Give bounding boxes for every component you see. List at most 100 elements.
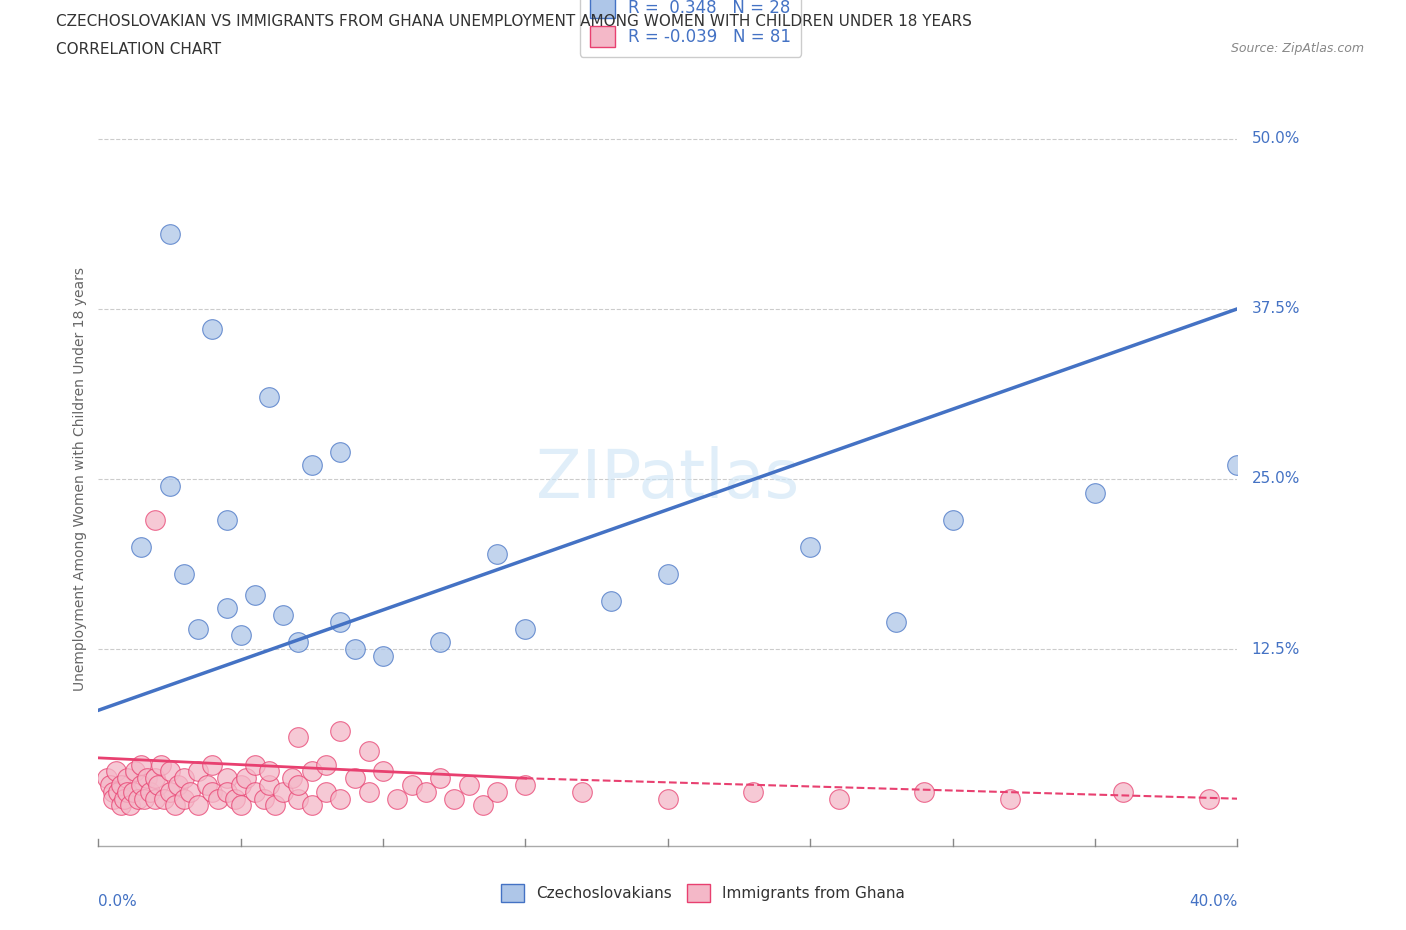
- Point: [101, 791, 124, 806]
- Point: [315, 784, 337, 799]
- Point: [132, 791, 155, 806]
- Point: [1084, 485, 1107, 500]
- Point: [129, 777, 152, 792]
- Point: [104, 764, 127, 779]
- Point: [329, 615, 352, 630]
- Point: [159, 784, 181, 799]
- Point: [201, 757, 224, 772]
- Point: [371, 648, 394, 663]
- Legend: Czechoslovakians, Immigrants from Ghana: Czechoslovakians, Immigrants from Ghana: [495, 878, 911, 909]
- Point: [145, 791, 167, 806]
- Point: [515, 621, 537, 636]
- Point: [110, 798, 132, 813]
- Point: [273, 784, 295, 799]
- Point: [224, 791, 246, 806]
- Point: [259, 390, 281, 405]
- Point: [150, 757, 173, 772]
- Point: [145, 771, 167, 786]
- Point: [343, 771, 366, 786]
- Point: [215, 601, 238, 616]
- Point: [121, 784, 143, 799]
- Point: [138, 784, 160, 799]
- Point: [229, 798, 252, 813]
- Point: [259, 777, 281, 792]
- Point: [415, 784, 437, 799]
- Point: [301, 764, 323, 779]
- Point: [357, 744, 380, 759]
- Point: [167, 777, 190, 792]
- Point: [329, 724, 352, 738]
- Point: [657, 566, 679, 581]
- Point: [912, 784, 935, 799]
- Point: [229, 777, 252, 792]
- Point: [259, 764, 281, 779]
- Point: [1112, 784, 1135, 799]
- Text: Source: ZipAtlas.com: Source: ZipAtlas.com: [1230, 42, 1364, 55]
- Y-axis label: Unemployment Among Women with Children Under 18 years: Unemployment Among Women with Children U…: [73, 267, 87, 691]
- Point: [129, 539, 152, 554]
- Point: [215, 771, 238, 786]
- Point: [115, 771, 138, 786]
- Point: [101, 784, 124, 799]
- Point: [1198, 791, 1220, 806]
- Text: 37.5%: 37.5%: [1251, 301, 1301, 316]
- Point: [443, 791, 465, 806]
- Text: CZECHOSLOVAKIAN VS IMMIGRANTS FROM GHANA UNEMPLOYMENT AMONG WOMEN WITH CHILDREN : CZECHOSLOVAKIAN VS IMMIGRANTS FROM GHANA…: [56, 14, 972, 29]
- Point: [124, 764, 146, 779]
- Point: [287, 635, 309, 650]
- Point: [401, 777, 423, 792]
- Point: [287, 777, 309, 792]
- Point: [315, 757, 337, 772]
- Point: [429, 771, 451, 786]
- Point: [195, 777, 218, 792]
- Point: [371, 764, 394, 779]
- Point: [429, 635, 451, 650]
- Point: [187, 764, 209, 779]
- Text: 12.5%: 12.5%: [1251, 642, 1301, 657]
- Point: [273, 607, 295, 622]
- Point: [207, 791, 229, 806]
- Point: [173, 791, 195, 806]
- Point: [281, 771, 304, 786]
- Point: [243, 587, 266, 602]
- Point: [173, 566, 195, 581]
- Point: [145, 512, 167, 527]
- Text: 50.0%: 50.0%: [1251, 131, 1301, 146]
- Text: ZIPatlas: ZIPatlas: [536, 446, 800, 512]
- Point: [486, 784, 509, 799]
- Point: [884, 615, 907, 630]
- Text: 40.0%: 40.0%: [1189, 894, 1237, 909]
- Point: [515, 777, 537, 792]
- Point: [357, 784, 380, 799]
- Text: 0.0%: 0.0%: [98, 894, 138, 909]
- Point: [187, 621, 209, 636]
- Point: [187, 798, 209, 813]
- Point: [329, 791, 352, 806]
- Point: [301, 798, 323, 813]
- Point: [471, 798, 494, 813]
- Point: [215, 784, 238, 799]
- Point: [201, 322, 224, 337]
- Point: [173, 771, 195, 786]
- Point: [165, 798, 187, 813]
- Point: [127, 791, 149, 806]
- Point: [387, 791, 409, 806]
- Point: [201, 784, 224, 799]
- Point: [107, 784, 129, 799]
- Point: [159, 227, 181, 242]
- Point: [329, 445, 352, 459]
- Point: [112, 791, 135, 806]
- Point: [215, 512, 238, 527]
- Point: [235, 771, 257, 786]
- Point: [110, 777, 132, 792]
- Point: [179, 784, 201, 799]
- Point: [457, 777, 479, 792]
- Point: [600, 594, 623, 609]
- Point: [942, 512, 965, 527]
- Text: 25.0%: 25.0%: [1251, 472, 1301, 486]
- Point: [486, 546, 509, 561]
- Point: [153, 791, 176, 806]
- Point: [118, 798, 141, 813]
- Point: [159, 764, 181, 779]
- Point: [1226, 458, 1249, 472]
